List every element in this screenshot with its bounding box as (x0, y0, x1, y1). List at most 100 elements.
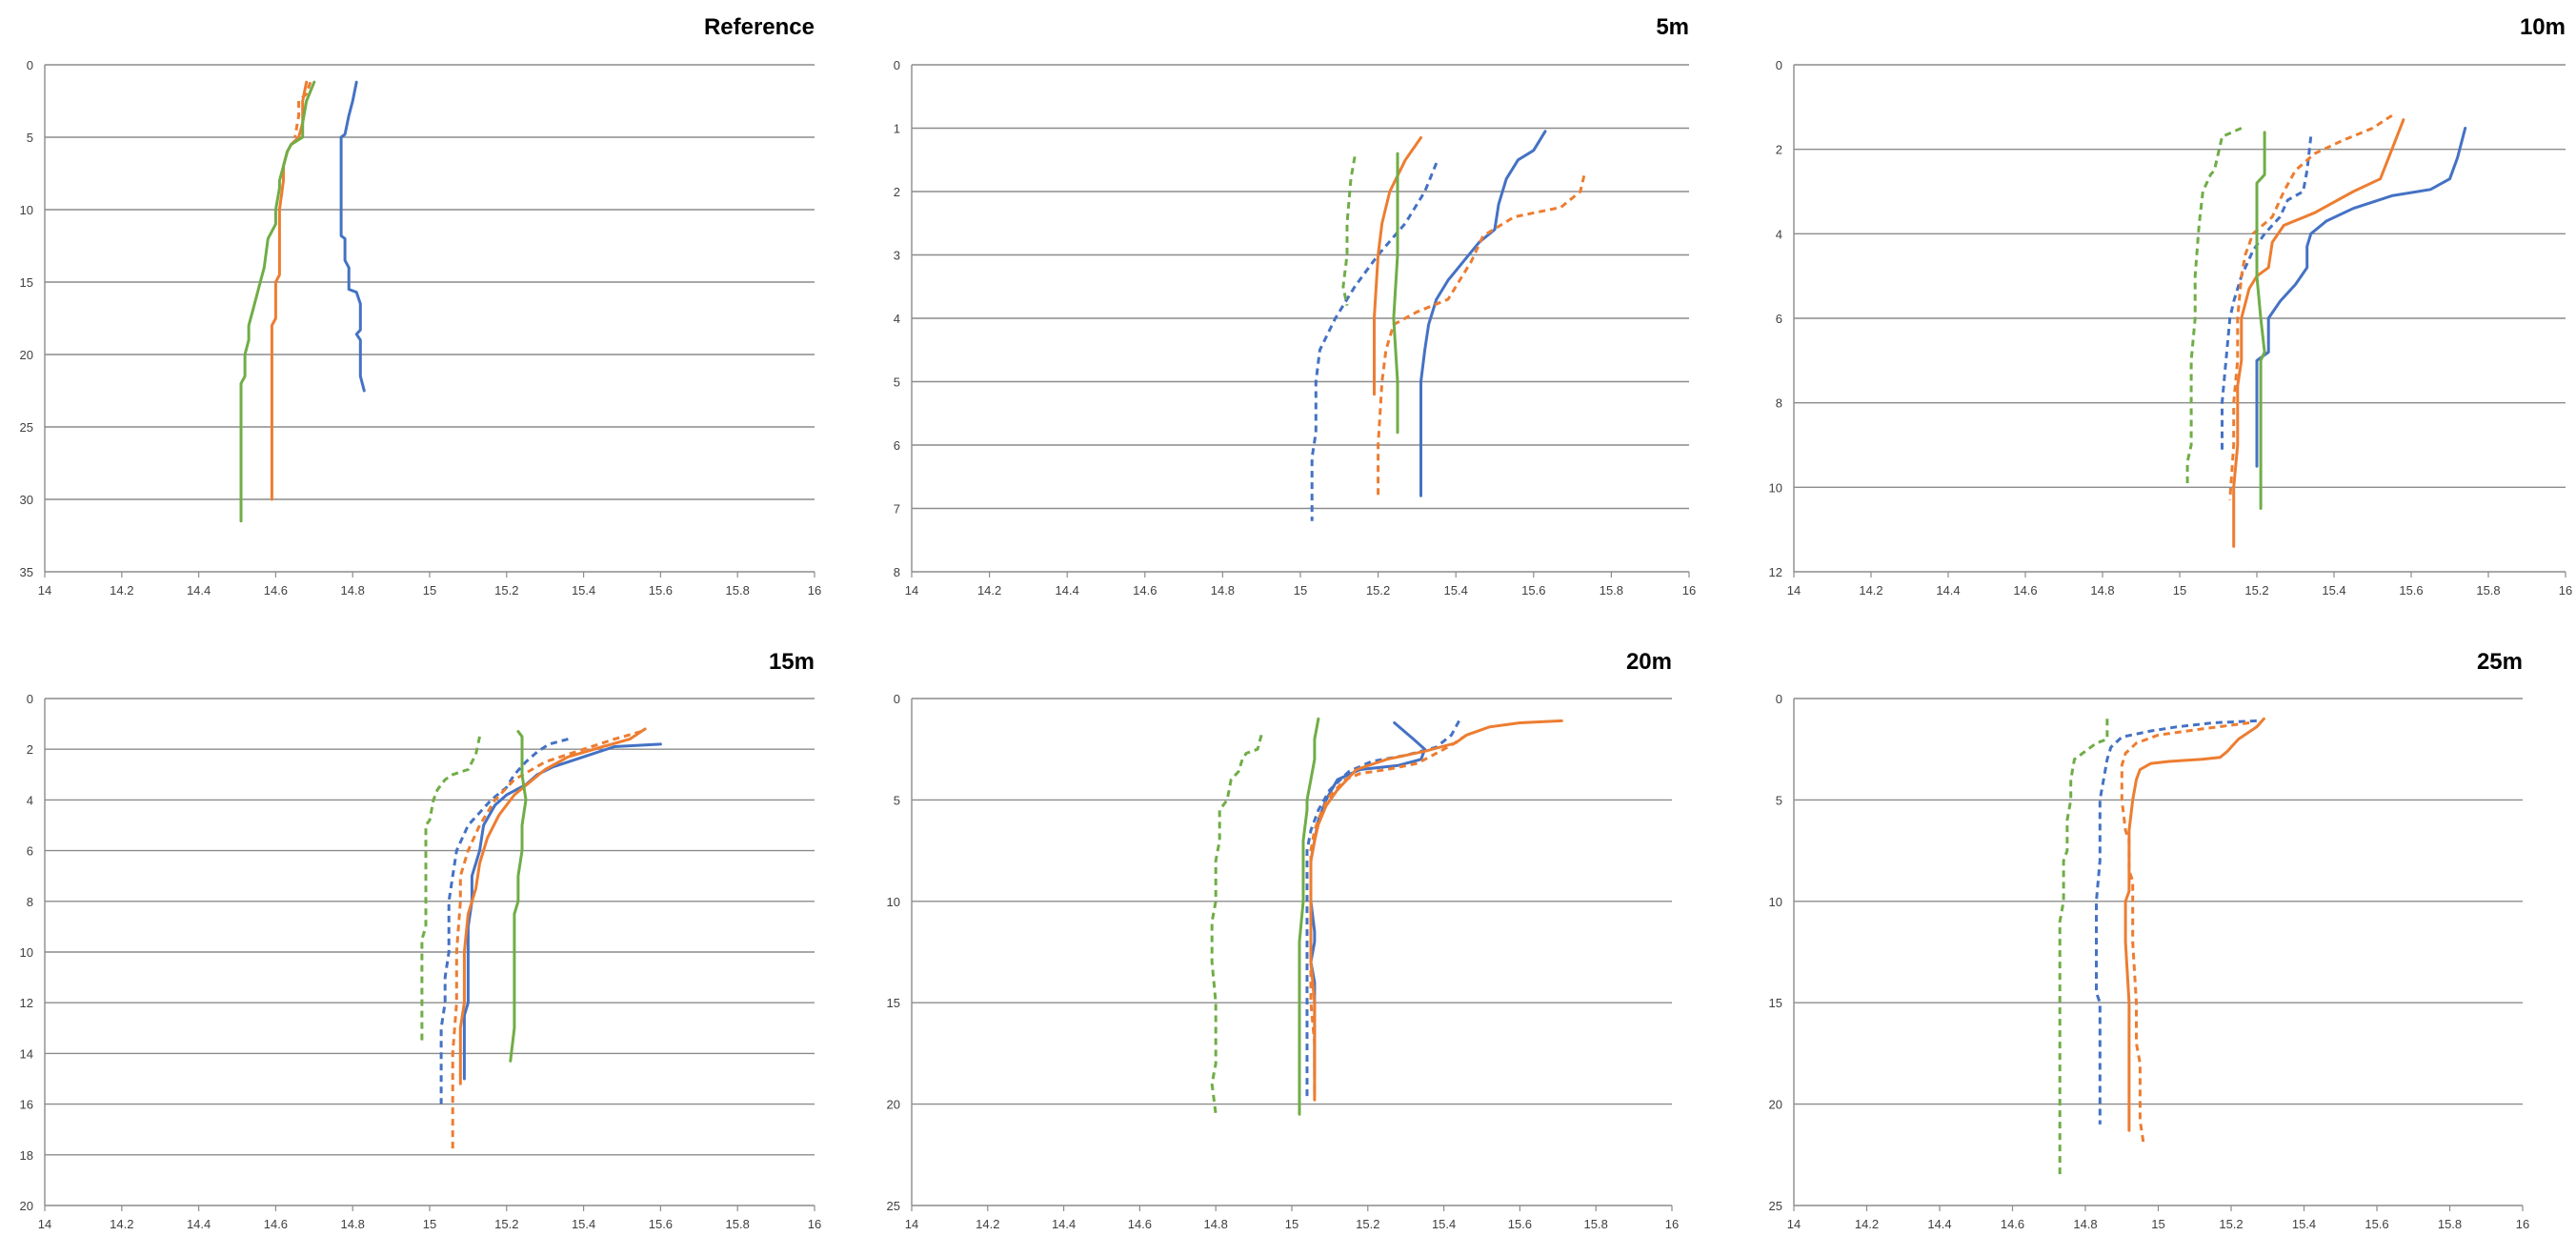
x-tick-label: 16 (1665, 1217, 1679, 1231)
y-tick-label: 30 (20, 493, 33, 507)
series-line-orange-solid (2123, 717, 2265, 1132)
y-tick-label: 5 (894, 793, 900, 807)
x-tick-label: 15.2 (1366, 583, 1390, 598)
panel-25m: 25m 0 5 10 15 20 25 14 14.2 14.4 14.6 14.8 15 15.2 15.… (1769, 649, 2530, 1231)
x-tick-label: 15.6 (649, 583, 673, 598)
x-tick-label: 14.2 (110, 1217, 133, 1231)
series-line-blue-dashed (439, 738, 569, 1104)
x-tick-label: 16 (1682, 583, 1696, 598)
x-tick-label: 15.2 (494, 1217, 518, 1231)
x-tick-label: 15.8 (1584, 1217, 1608, 1231)
x-tick-label: 14.4 (1936, 583, 1960, 598)
series-line-orange-solid (1373, 136, 1422, 396)
y-tick-label: 0 (27, 692, 33, 706)
y-tick-label: 20 (20, 348, 33, 362)
series-line-green-dashed (2058, 719, 2109, 1176)
y-tick-label: 12 (1769, 565, 1782, 579)
y-tick-label: 5 (1776, 793, 1782, 807)
y-tick-label: 20 (20, 1199, 33, 1213)
y-tick-label: 3 (894, 249, 900, 263)
series-line-blue-solid (339, 80, 366, 393)
y-tick-label: 0 (894, 58, 900, 72)
y-tick-label: 15 (1769, 996, 1782, 1010)
y-tick-label: 20 (887, 1098, 900, 1112)
series-line-green-solid (1298, 717, 1320, 1116)
x-tick-label: 14.8 (341, 1217, 365, 1231)
y-tick-label: 8 (1776, 396, 1782, 411)
x-tick-label: 14.4 (187, 1217, 211, 1231)
x-tick-label: 15.8 (2438, 1217, 2462, 1231)
x-tick-label: 14.8 (1204, 1217, 1228, 1231)
y-tick-label: 15 (887, 996, 900, 1010)
x-tick-label: 15 (2151, 1217, 2164, 1231)
x-tick-label: 14.6 (1128, 1217, 1152, 1231)
x-tick-label: 14.4 (1927, 1217, 1951, 1231)
y-tick-label: 4 (894, 312, 900, 326)
y-tick-label: 0 (894, 692, 900, 706)
y-tick-label: 14 (20, 1046, 33, 1061)
x-tick-label: 14.6 (1133, 583, 1157, 598)
x-tick-label: 15.6 (649, 1217, 673, 1231)
y-tick-label: 2 (27, 742, 33, 757)
panel-reference: Reference 0 5 10 15 20 25 30 35 14 14.2 14.4 14.6 14.… (20, 14, 822, 598)
x-tick-label: 15.4 (2322, 583, 2345, 598)
series-line-blue-solid (1419, 130, 1547, 497)
x-tick-label: 15.6 (2365, 1217, 2388, 1231)
series-line-orange-dashed (451, 730, 642, 1150)
x-tick-label: 15.8 (726, 1217, 750, 1231)
panel-title: 15m (769, 649, 815, 675)
x-tick-label: 14.2 (977, 583, 1001, 598)
x-tick-label: 14 (905, 583, 918, 598)
x-tick-label: 15.6 (1508, 1217, 1532, 1231)
x-tick-label: 15.8 (2476, 583, 2500, 598)
y-tick-label: 8 (27, 895, 33, 909)
series-line-orange-dashed (2120, 721, 2250, 1145)
series-line-green-solid (2255, 131, 2266, 510)
y-tick-label: 12 (20, 996, 33, 1010)
series-line-orange-solid (270, 80, 309, 501)
series-line-blue-solid (462, 742, 662, 1081)
y-tick-label: 16 (20, 1098, 33, 1112)
series-line-blue-dashed (2221, 136, 2313, 454)
y-tick-label: 20 (1769, 1098, 1782, 1112)
y-tick-label: 18 (20, 1148, 33, 1163)
x-tick-label: 15.4 (1432, 1217, 1456, 1231)
x-tick-label: 16 (808, 1217, 821, 1231)
series-line-orange-solid (458, 727, 647, 1085)
x-tick-label: 16 (2516, 1217, 2529, 1231)
panel-title: 10m (2520, 14, 2566, 40)
y-tick-label: 4 (27, 793, 33, 807)
y-tick-label: 35 (20, 565, 33, 579)
series-line-green-dashed (420, 736, 481, 1044)
y-tick-label: 6 (1776, 312, 1782, 326)
panel-10m: 10m 0 2 4 6 8 10 12 14 14.2 14.4 14.6 14.8 15 15.2 15.4… (1769, 14, 2573, 598)
y-tick-label: 6 (894, 438, 900, 453)
x-tick-label: 14 (38, 583, 51, 598)
series-line-orange-solid (2232, 118, 2405, 548)
y-tick-label: 4 (1776, 227, 1782, 241)
series-line-orange-solid (1309, 719, 1563, 1102)
x-tick-label: 15.4 (572, 1217, 595, 1231)
x-tick-label: 15.2 (2219, 1217, 2243, 1231)
x-tick-label: 14 (38, 1217, 51, 1231)
x-tick-label: 14.2 (976, 1217, 999, 1231)
series-line-green-dashed (1341, 156, 1357, 307)
x-tick-label: 15.8 (1600, 583, 1623, 598)
panel-15m: 15m 0 2 4 6 8 10 12 14 16 18 20 14 14.2 14.4 14.6 14.8 15… (20, 649, 822, 1231)
series-line-blue-solid (2255, 127, 2467, 468)
series-line-blue-dashed (1310, 162, 1439, 521)
x-tick-label: 15.6 (2399, 583, 2423, 598)
x-tick-label: 14.6 (264, 1217, 288, 1231)
y-tick-label: 10 (887, 895, 900, 909)
x-tick-label: 15.2 (494, 583, 518, 598)
x-tick-label: 15.4 (1444, 583, 1468, 598)
y-tick-label: 25 (1769, 1199, 1782, 1213)
x-tick-label: 15 (423, 583, 436, 598)
x-tick-label: 14 (1787, 1217, 1801, 1231)
y-tick-label: 10 (1769, 895, 1782, 909)
y-tick-label: 25 (20, 420, 33, 435)
y-tick-label: 10 (20, 945, 33, 960)
panel-title: Reference (704, 14, 815, 40)
panel-title: 20m (1626, 649, 1672, 675)
x-tick-label: 15 (1294, 583, 1307, 598)
